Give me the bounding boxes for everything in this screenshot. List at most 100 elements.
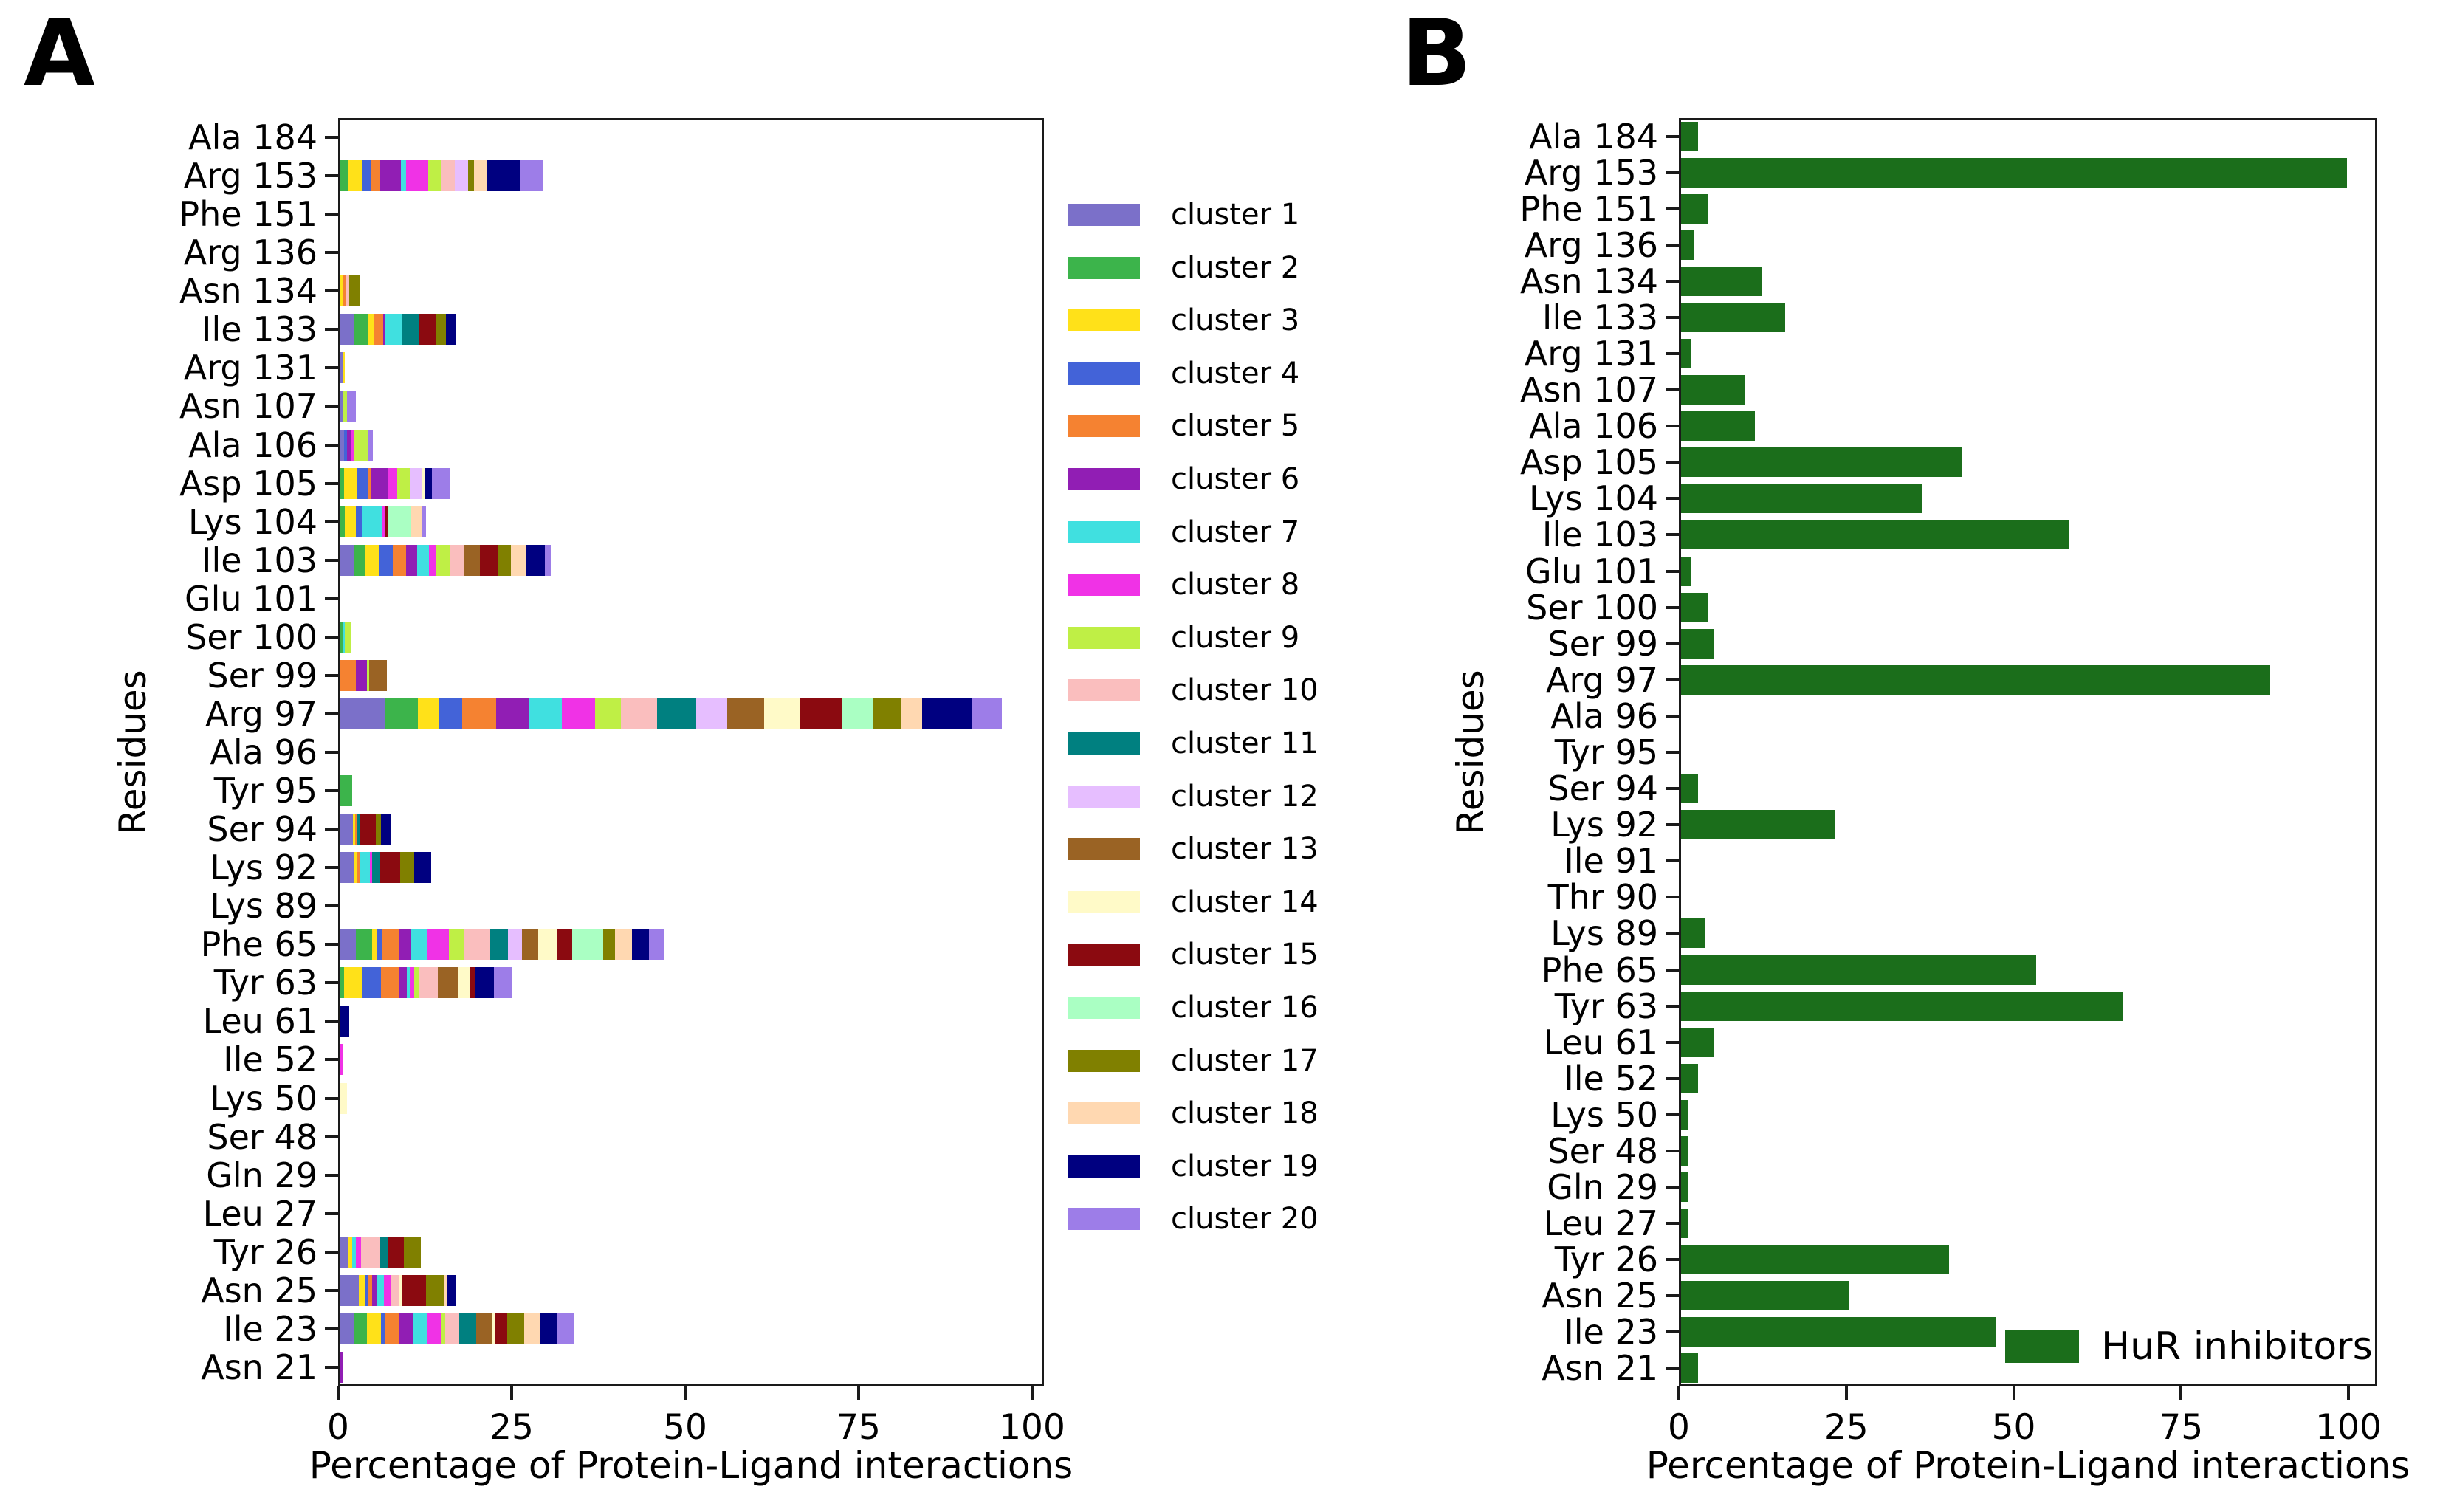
stacked-bar-row [340,1236,421,1268]
bar-segment-cluster-3 [343,967,362,999]
bar-segment-cluster-5 [380,967,399,999]
legend-item-label: cluster 6 [1171,462,1300,496]
bar-segment-cluster-15 [479,544,499,576]
hur-bar [1681,955,2036,985]
bar-segment-cluster-10 [464,929,490,961]
legend-swatch-cluster-9 [1068,626,1140,649]
residue-label: Ser 100 [1526,587,1658,628]
y-tick-mark [1666,968,1679,972]
stacked-bar-row [340,1006,350,1037]
y-tick-mark [1666,388,1679,392]
legend-item-label: cluster 19 [1171,1149,1319,1183]
x-tick-mark [2012,1386,2015,1400]
residue-label: Arg 131 [1524,334,1658,374]
legend-item-label: cluster 10 [1171,673,1319,708]
bar-segment-cluster-3 [366,1313,382,1344]
residue-label: Ser 94 [1547,769,1658,809]
bar-segment-cluster-3 [368,314,375,346]
residue-label: Tyr 26 [213,1231,317,1272]
residue-label: Asn 25 [201,1270,317,1310]
legend-item: cluster 14 [1068,885,1319,919]
x-tick-mark [2347,1386,2350,1400]
y-tick-mark [325,1135,338,1138]
y-tick-mark [325,1212,338,1215]
y-tick-mark [1666,279,1679,283]
bar-segment-cluster-3 [359,1274,365,1306]
bar-segment-cluster-19 [447,1274,456,1306]
bar-segment-cluster-11 [372,852,381,884]
hur-bar [1681,1245,1949,1275]
legend-item-label: cluster 7 [1171,515,1300,549]
hur-bar [1681,664,2271,695]
y-tick-mark [1666,642,1679,645]
residue-label: Lys 89 [210,886,317,927]
stacked-bar-row [340,506,426,537]
residue-label: Asn 134 [179,271,317,312]
bar-segment-cluster-8 [406,160,429,192]
residue-label: Ile 91 [1564,841,1658,882]
x-tick-mark [2179,1386,2183,1400]
legend-swatch-cluster-16 [1068,997,1140,1019]
y-tick-mark [325,1020,338,1023]
y-tick-mark [325,174,338,178]
legend-item-label: cluster 17 [1171,1043,1319,1078]
bar-segment-cluster-19 [475,967,494,999]
bar-segment-cluster-16 [387,506,411,537]
panel-b-legend: HuR inhibitors [2005,1324,2373,1369]
residue-label: Ala 106 [1529,406,1658,447]
bar-segment-cluster-14 [537,929,557,961]
bar-segment-cluster-20 [347,391,356,422]
hur-bar [1681,774,1698,804]
y-tick-mark [1666,171,1679,174]
y-tick-mark [1666,896,1679,899]
bar-segment-cluster-17 [425,1274,444,1306]
y-tick-mark [1666,714,1679,718]
legend-swatch-cluster-12 [1068,785,1140,808]
bar-segment-cluster-8 [370,852,373,884]
y-tick-mark [1666,751,1679,754]
bar-segment-cluster-2 [355,929,373,961]
bar-segment-cluster-6 [371,467,388,499]
bar-segment-cluster-6 [355,659,367,691]
bar-segment-cluster-4 [362,967,381,999]
y-tick-mark [1666,678,1679,681]
residue-label: Tyr 95 [213,771,317,811]
bar-segment-cluster-20 [520,160,543,192]
y-tick-mark [325,443,338,447]
bar-segment-cluster-3 [343,467,357,499]
y-tick-mark [1666,1149,1679,1152]
y-tick-mark [325,828,338,831]
bar-segment-cluster-7 [407,967,410,999]
x-tick-mark [1031,1386,1034,1400]
legend-swatch-cluster-3 [1068,309,1140,332]
stacked-bar-row [340,659,387,691]
y-tick-mark [1666,605,1679,609]
x-tick-mark [684,1386,687,1400]
legend-item: cluster 15 [1068,938,1319,972]
stacked-bar-row [340,929,664,961]
y-tick-mark [325,213,338,216]
bar-segment-cluster-17 [873,698,902,729]
bar-segment-cluster-1 [340,698,386,729]
bar-segment-cluster-8 [355,1236,362,1268]
y-tick-mark [1666,1258,1679,1262]
residue-label: Leu 61 [1543,1022,1658,1062]
hur-bar [1681,484,1922,514]
bar-segment-cluster-7 [362,506,383,537]
residue-label: Lys 89 [1550,913,1658,954]
residue-label: Ile 52 [1564,1058,1658,1099]
bar-segment-cluster-18 [901,698,922,729]
hur-bar [1681,1353,1698,1384]
bar-segment-cluster-14 [492,1313,496,1344]
y-tick-mark [325,1058,338,1062]
y-tick-mark [1666,497,1679,501]
y-tick-mark [325,328,338,331]
stacked-bar-row [340,852,432,884]
residue-label: Tyr 63 [1554,986,1658,1026]
bar-segment-cluster-14 [764,698,800,729]
bar-segment-cluster-19 [487,160,521,192]
y-tick-mark [1666,1367,1679,1370]
bar-segment-cluster-5 [367,467,371,499]
bar-segment-cluster-2 [340,506,345,537]
bar-segment-cluster-19 [413,852,432,884]
